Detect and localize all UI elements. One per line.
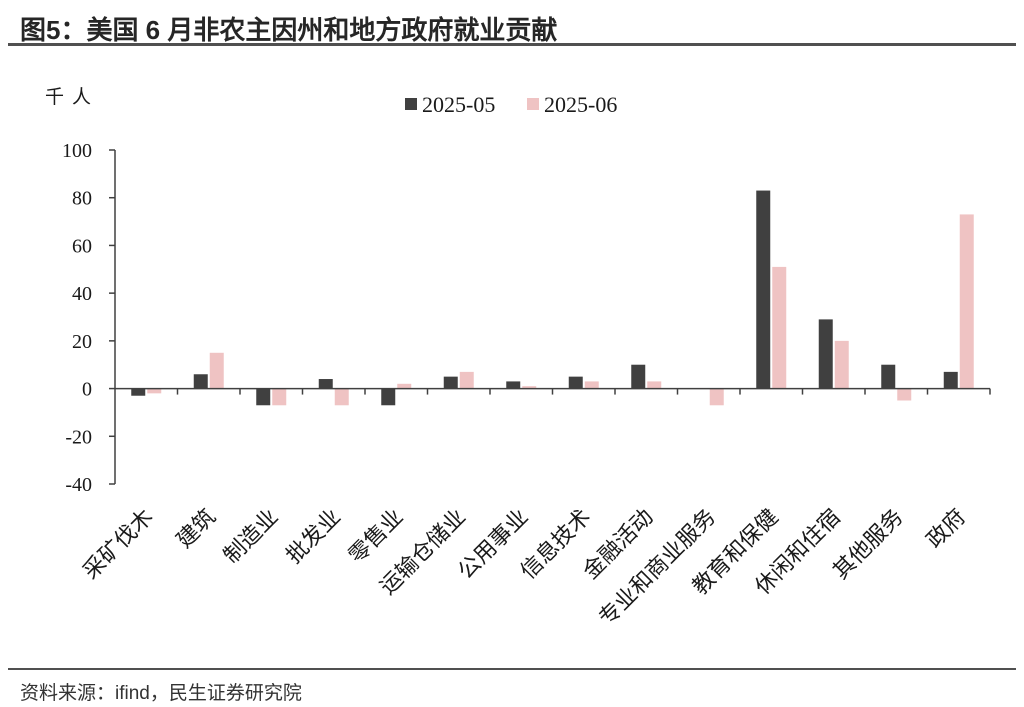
y-tick-label: 80 — [72, 188, 92, 210]
title-divider — [8, 43, 1016, 46]
source-divider — [8, 668, 1016, 670]
y-tick-label: -20 — [65, 426, 92, 448]
bar-2025-06-7 — [584, 381, 599, 389]
y-axis-unit-label: 千人 — [45, 86, 99, 108]
bar-2025-06-8 — [647, 381, 662, 389]
y-tick-label: 100 — [62, 140, 92, 162]
legend-label: 2025-06 — [544, 92, 617, 117]
bar-2025-05-0 — [131, 388, 146, 396]
bar-2025-06-9 — [709, 388, 724, 406]
bar-2025-05-13 — [943, 371, 958, 389]
bar-2025-06-2 — [272, 388, 287, 406]
x-tick-label: 采矿伐木 — [78, 504, 158, 584]
bar-2025-06-6 — [522, 386, 537, 389]
bar-2025-05-1 — [193, 374, 208, 389]
bar-2025-05-12 — [881, 364, 896, 389]
bar-2025-05-5 — [443, 376, 458, 389]
y-tick-label: -40 — [65, 474, 92, 496]
legend-swatch — [405, 98, 417, 110]
bar-2025-05-11 — [818, 319, 833, 389]
bar-2025-05-6 — [506, 381, 521, 389]
bar-2025-06-3 — [334, 388, 349, 406]
bar-2025-06-4 — [397, 383, 412, 389]
x-tick-label: 建筑 — [171, 504, 220, 553]
x-tick-label: 其他服务 — [828, 504, 908, 584]
legend-label: 2025-05 — [422, 92, 495, 117]
bar-2025-06-13 — [959, 214, 974, 389]
x-tick-label: 政府 — [921, 504, 970, 553]
bar-2025-05-4 — [381, 388, 396, 406]
legend-swatch — [527, 98, 539, 110]
bar-2025-05-3 — [318, 379, 333, 389]
bar-2025-06-0 — [147, 388, 162, 394]
bar-2025-06-5 — [459, 371, 474, 389]
bar-2025-05-7 — [568, 376, 583, 389]
bar-2025-05-2 — [256, 388, 271, 406]
bar-2025-05-10 — [756, 190, 771, 389]
y-tick-label: 0 — [82, 379, 92, 401]
bar-2025-06-12 — [897, 388, 912, 401]
x-tick-label: 批发业 — [281, 504, 345, 568]
bar-2025-06-11 — [834, 340, 849, 389]
bar-2025-05-8 — [631, 364, 646, 389]
y-tick-label: 60 — [72, 235, 92, 257]
y-tick-label: 40 — [72, 283, 92, 305]
y-tick-label: 20 — [72, 331, 92, 353]
bar-2025-06-10 — [772, 266, 787, 389]
bar-2025-06-1 — [209, 352, 224, 389]
x-tick-label: 制造业 — [218, 504, 282, 568]
figure-title: 图5：美国 6 月非农主因州和地方政府就业贡献 — [20, 15, 558, 45]
source-note: 资料来源：ifind，民生证券研究院 — [20, 683, 302, 704]
